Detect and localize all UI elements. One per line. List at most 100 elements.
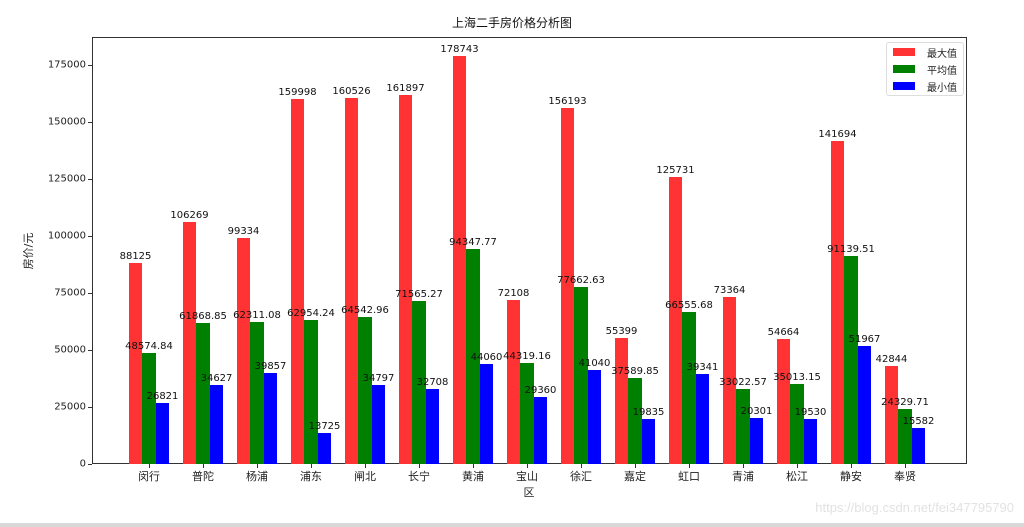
x-tick-mark [851,464,852,468]
bar-value-label: 39857 [254,361,287,373]
x-tick-mark [905,464,906,468]
bar-value-label: 26821 [146,390,179,402]
bar-min [695,374,710,464]
y-tick-mark [88,464,92,465]
x-tick-mark [527,464,528,468]
legend-item-min: 最小值 [893,78,957,94]
bar-value-label: 160526 [332,86,371,97]
x-tick-label: 杨浦 [246,470,268,483]
bar-value-label: 72108 [497,287,530,299]
window-bottom-border [0,523,1024,527]
x-tick-label: 静安 [840,470,862,483]
bar-value-label: 51967 [848,333,881,345]
bar-value-label: 32708 [416,377,449,389]
bar-value-label: 37589.85 [611,366,659,378]
x-tick-label: 闸北 [354,470,376,483]
bar-value-label: 34797 [362,372,395,384]
legend: 最大值 平均值 最小值 [886,42,964,96]
y-tick-mark [88,407,92,408]
y-tick-mark [88,236,92,237]
y-tick-label: 25000 [54,401,86,413]
bar-max [506,299,521,464]
y-tick-mark [88,122,92,123]
bar-max [344,98,359,464]
bar-value-label: 99334 [227,225,260,237]
bar-min [641,418,656,464]
bar-value-label: 13725 [308,420,341,432]
bar-min [749,417,764,464]
bar-avg [736,388,750,464]
bar-value-label: 178743 [440,44,479,56]
legend-swatch-avg [893,65,915,73]
bar-min [803,419,818,464]
x-tick-label: 闵行 [138,470,160,483]
bar-max [182,221,197,464]
bar-min [209,385,224,464]
bar-min [263,373,278,464]
bar-min [425,389,440,464]
x-tick-mark [203,464,204,468]
y-tick-mark [88,293,92,294]
bar-value-label: 15582 [902,416,935,428]
bar-min [155,402,170,464]
x-tick-label: 浦东 [300,470,322,483]
x-axis-label: 区 [523,486,535,499]
x-tick-label: 长宁 [408,470,430,483]
bar-max [560,107,575,464]
bar-avg [304,320,318,464]
bar-avg [682,312,696,464]
x-tick-mark [419,464,420,468]
bar-value-label: 73364 [713,284,746,296]
x-tick-label: 松江 [786,470,808,483]
y-tick-label: 150000 [47,116,86,128]
bar-avg [844,256,858,464]
bar-value-label: 141694 [818,128,857,140]
bar-avg [142,353,156,464]
x-tick-label: 嘉定 [624,470,646,483]
bar-value-label: 94347.77 [449,236,497,248]
bar-max [830,140,845,464]
bar-max [236,237,251,464]
chart-title: 上海二手房价格分析图 [451,16,572,30]
bar-avg [898,408,912,464]
bar-avg [466,248,480,464]
bar-value-label: 159998 [278,87,317,99]
bar-value-label: 161897 [386,82,425,94]
bar-avg [574,286,588,464]
bar-value-label: 55399 [605,325,638,337]
legend-label: 最大值 [927,48,957,60]
y-tick-mark [88,65,92,66]
legend-label: 平均值 [927,65,957,77]
bar-value-label: 29360 [524,385,557,397]
legend-item-max: 最大值 [893,44,957,60]
bar-min [857,345,872,464]
x-tick-mark [473,464,474,468]
x-tick-label: 奉贤 [894,470,916,483]
bar-avg [250,321,264,464]
bar-avg [358,316,372,464]
bar-value-label: 88125 [119,251,152,263]
bar-min [371,384,386,464]
bar-value-label: 66555.68 [665,300,713,312]
bar-value-label: 33022.57 [719,376,767,388]
bar-min [317,432,332,464]
x-tick-label: 青浦 [732,470,754,483]
bar-max [668,177,683,464]
bar-value-label: 125731 [656,165,695,177]
bar-max [614,337,629,464]
bar-min [533,397,548,464]
bar-min [479,363,494,464]
x-tick-label: 普陀 [192,470,214,483]
bar-value-label: 19835 [632,406,665,418]
legend-label: 最小值 [927,82,957,94]
x-tick-label: 宝山 [516,470,538,483]
y-tick-label: 100000 [47,230,86,242]
x-tick-label: 黄浦 [462,470,484,483]
bar-avg [628,378,642,464]
bar-max [290,99,305,464]
bar-value-label: 64542.96 [341,304,389,316]
bar-value-label: 62954.24 [287,308,335,320]
y-tick-label: 50000 [54,344,86,356]
y-tick-label: 175000 [47,59,86,71]
watermark: https://blog.csdn.net/fei347795790 [815,500,1014,515]
